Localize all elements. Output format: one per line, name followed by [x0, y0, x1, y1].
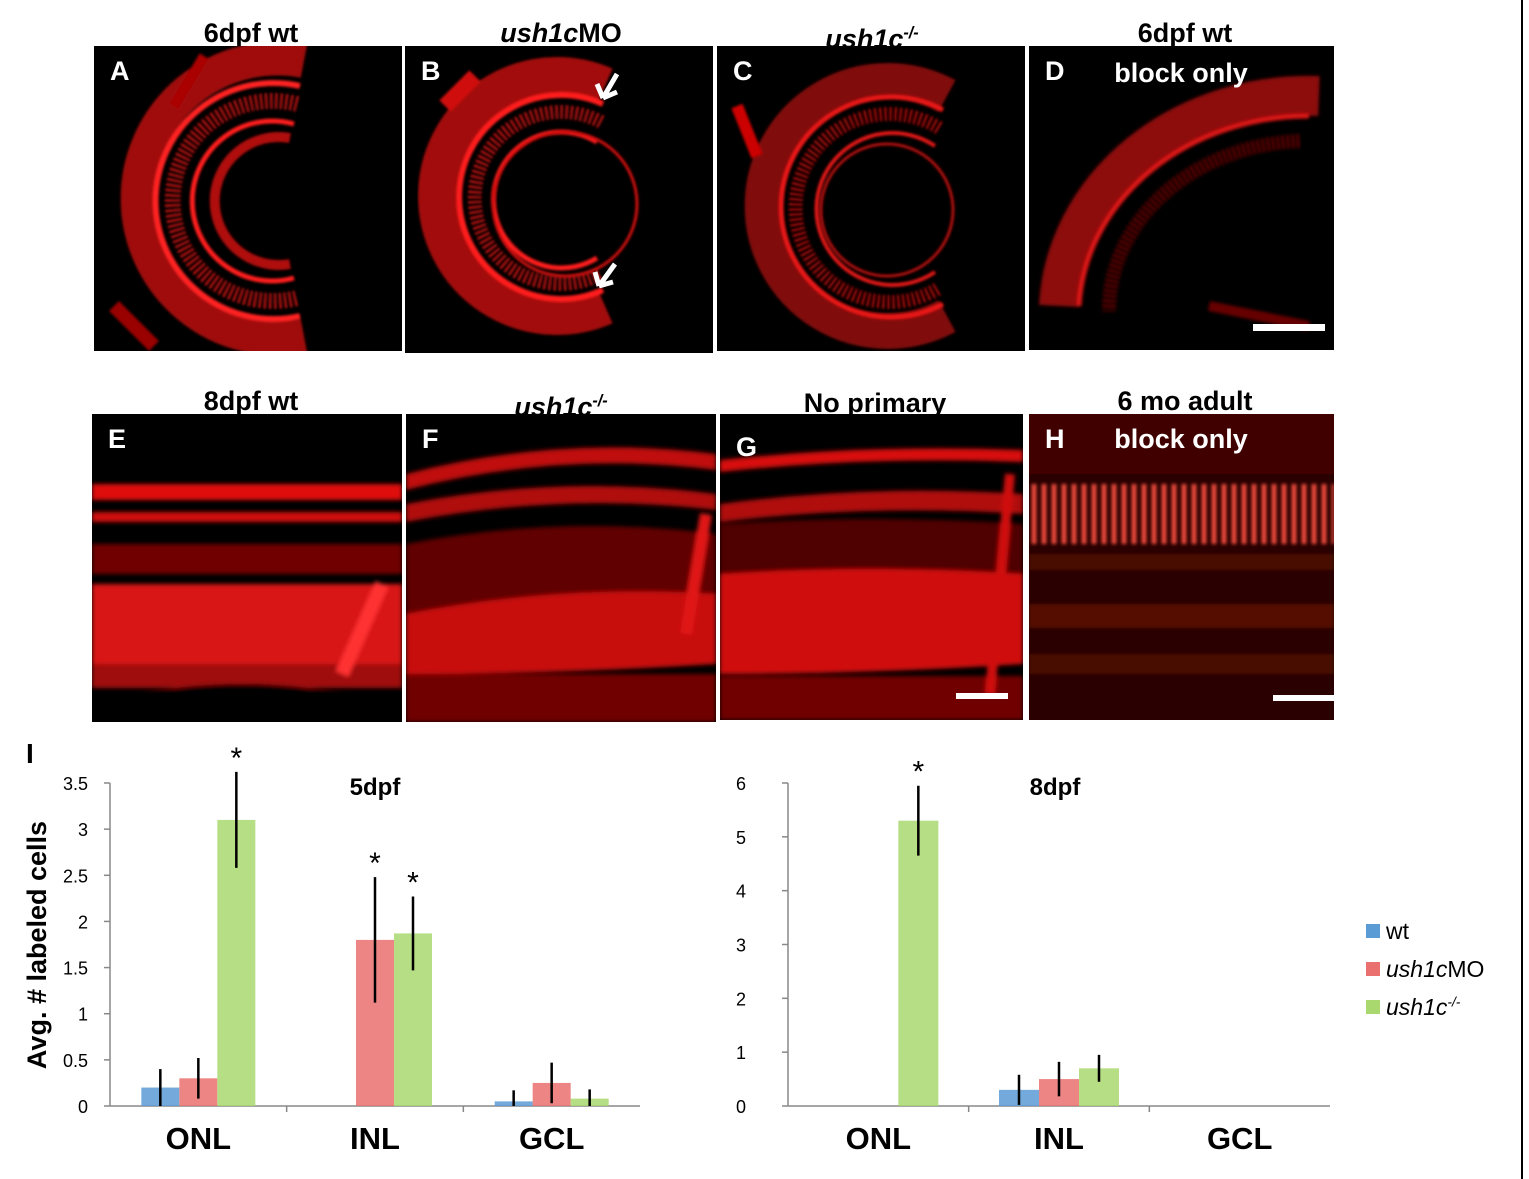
panel-title-h: 6 mo adult [1117, 386, 1253, 416]
legend-swatch [1366, 1000, 1380, 1014]
panel-d-image: D block only [1029, 46, 1334, 350]
legend-item: ush1cMO [1366, 950, 1484, 988]
y-tick-label: 1.5 [63, 959, 88, 979]
y-tick-label: 1 [78, 1005, 88, 1025]
x-category-label: INL [1034, 1121, 1084, 1156]
significance-marker: * [230, 742, 242, 775]
retina-layers-h [1029, 414, 1334, 701]
scale-bar-d [1253, 324, 1325, 331]
x-category-label: INL [350, 1121, 400, 1156]
panel-g-image: G [720, 414, 1023, 720]
legend-label: ush1cMO [1386, 955, 1485, 982]
x-category-label: ONL [846, 1121, 911, 1156]
panel-letter-a: A [110, 56, 130, 86]
retina-section-c [731, 63, 956, 349]
significance-marker: * [912, 756, 924, 789]
panel-letter-g: G [736, 432, 758, 462]
right-border-line [1521, 0, 1523, 1179]
panel-title-g: No primary [803, 388, 947, 418]
chart-legend: wt ush1cMO ush1c-/- [1366, 912, 1484, 1026]
y-tick-label: 0.5 [63, 1051, 88, 1071]
panel-d-overlay: block only [1114, 58, 1248, 88]
significance-marker: * [369, 847, 381, 880]
chart-title: 8dpf [1030, 774, 1082, 801]
y-tick-label: 4 [736, 882, 746, 902]
panel-title-a: 6dpf wt [203, 18, 299, 48]
legend-swatch [1366, 962, 1380, 976]
y-tick-label: 2 [78, 912, 88, 932]
panel-c-image: C [717, 46, 1025, 351]
chart-5dpf: 0 0.5 1 1.5 2 2.5 3 3.5 * ONL * * INL GCL 5dpf Avg. # l… [22, 742, 640, 1156]
y-tick-label: 1 [736, 1043, 746, 1063]
chart-8dpf: 0 1 2 3 4 5 6 * ONL INL GCL 8dpf [736, 756, 1330, 1156]
y-axis-label: Avg. # labeled cells [22, 821, 52, 1069]
panel-title-b: ush1cMO [500, 18, 622, 48]
retina-section-a [109, 46, 307, 351]
retina-layers-e [92, 484, 402, 722]
panel-title-d: 6dpf wt [1137, 18, 1233, 48]
figure-label-i: I [26, 738, 34, 769]
panel-h-overlay: block only [1114, 424, 1248, 454]
y-tick-label: 2.5 [63, 866, 88, 886]
panel-letter-c: C [733, 56, 753, 86]
y-tick-label: 2 [736, 989, 746, 1009]
panel-letter-d: D [1045, 56, 1065, 86]
x-category-label: ONL [166, 1121, 231, 1156]
y-tick-label: 0 [78, 1097, 88, 1117]
legend-label: wt [1386, 917, 1409, 944]
x-category-label: GCL [1207, 1121, 1272, 1156]
x-category-label: GCL [519, 1121, 584, 1156]
panel-e-image: E [92, 414, 402, 722]
y-tick-label: 3 [736, 936, 746, 956]
bar [898, 820, 939, 1106]
arrow-marks [592, 72, 620, 289]
y-tick-label: 3.5 [63, 774, 88, 794]
significance-marker: * [407, 867, 419, 900]
retina-layers-f [406, 447, 716, 722]
panel-f-image: F [406, 414, 716, 722]
panel-letter-e: E [108, 424, 127, 454]
scale-bar-h [1273, 695, 1334, 701]
legend-label: ush1c-/- [1386, 993, 1461, 1020]
chart-title: 5dpf [350, 774, 402, 801]
panel-b-image: B [405, 46, 713, 353]
scale-bar-g [956, 693, 1008, 699]
y-tick-label: 0 [736, 1097, 746, 1117]
panel-title-e: 8dpf wt [203, 386, 299, 416]
y-tick-label: 5 [736, 828, 746, 848]
legend-item: ush1c-/- [1366, 988, 1484, 1026]
legend-swatch [1366, 924, 1380, 938]
panel-letter-h: H [1045, 424, 1065, 454]
panel-letter-f: F [422, 424, 439, 454]
y-tick-label: 3 [78, 820, 88, 840]
retina-section-b [418, 57, 639, 335]
panel-letter-b: B [421, 56, 441, 86]
retina-layers-g [720, 448, 1023, 720]
legend-item: wt [1366, 912, 1484, 950]
retina-section-d [1039, 75, 1325, 331]
panel-h-image: H block only [1029, 414, 1334, 720]
y-tick-label: 6 [736, 774, 746, 794]
panel-a-image: A [94, 46, 402, 351]
